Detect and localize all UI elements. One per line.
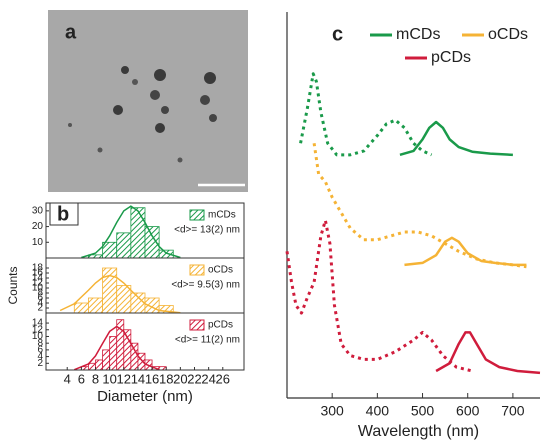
panel-label: a (65, 21, 77, 43)
hist-bar (131, 208, 145, 258)
legend-swatch (190, 320, 204, 330)
panel-label: b (57, 203, 69, 225)
x-tick-label: 10 (102, 371, 116, 386)
hist-bar (159, 367, 166, 370)
particle (155, 123, 165, 133)
x-tick-label: 600 (456, 403, 480, 419)
x-tick-label: 500 (411, 403, 435, 419)
x-tick-label: 26 (216, 371, 230, 386)
annotation: <d>= 11(2) nm (175, 335, 240, 346)
figure: a 102030mCDs<d>= 13(2) nmb24681012141618… (0, 0, 542, 440)
particle (113, 105, 123, 115)
legend-label: oCDs (488, 26, 528, 43)
x-tick-label: 24 (201, 371, 215, 386)
hist-bar (103, 350, 110, 370)
x-tick-label: 12 (117, 371, 131, 386)
x-tick-label: 18 (159, 371, 173, 386)
emission-line (400, 122, 513, 155)
hist-bar (88, 298, 102, 313)
hist-bar (88, 363, 95, 370)
x-tick-label: 16 (145, 371, 159, 386)
legend-label: mCDs (396, 26, 440, 43)
x-tick-label: 6 (78, 371, 85, 386)
particle (150, 90, 160, 100)
legend-label: oCDs (208, 265, 233, 276)
particle (209, 114, 217, 122)
x-tick-label: 14 (131, 371, 145, 386)
x-tick-label: 8 (92, 371, 99, 386)
legend-label: mCDs (208, 210, 236, 221)
annotation: <d>= 13(2) nm (174, 225, 240, 236)
particle (98, 148, 103, 153)
hist-bar (96, 360, 103, 370)
hist-bar (138, 353, 145, 370)
particle (204, 72, 216, 84)
hist-bar (124, 330, 131, 370)
x-tick-label: 20 (173, 371, 187, 386)
x-tick-label: 22 (187, 371, 201, 386)
particle (154, 69, 166, 81)
x-tick-label: 300 (320, 403, 344, 419)
y-tick-label: 30 (32, 205, 44, 216)
y-tick-label: 18 (32, 263, 44, 274)
particle (121, 66, 129, 74)
legend-label: pCDs (208, 320, 233, 331)
hist-bar (110, 336, 117, 370)
x-tick-label: 700 (501, 403, 525, 419)
particle (178, 158, 183, 163)
particle (161, 106, 169, 114)
tem-image: a (48, 10, 248, 192)
panel-label: c (332, 23, 343, 45)
x-tick-label: 400 (366, 403, 390, 419)
absorption-line (301, 74, 432, 155)
x-tick-label: 4 (64, 371, 71, 386)
x-axis-label: Wavelength (nm) (358, 423, 479, 440)
hist-bar (131, 343, 138, 370)
annotation: <d>= 9.5(3) nm (171, 280, 240, 291)
hist-bar (117, 233, 131, 258)
legend-swatch (190, 265, 204, 275)
particle (200, 95, 210, 105)
y-tick-label: 14 (32, 318, 44, 329)
y-axis-label: Counts (6, 266, 20, 304)
particle (132, 79, 138, 85)
legend-swatch (190, 210, 204, 220)
absorption-line (314, 143, 526, 267)
legend-label: pCDs (431, 49, 471, 66)
emission-line (404, 238, 526, 265)
image-background (48, 10, 248, 192)
hist-bar (74, 303, 88, 313)
x-axis-label: Diameter (nm) (97, 388, 193, 405)
hist-bar (117, 286, 131, 314)
emission-line (436, 332, 540, 373)
y-tick-label: 20 (32, 221, 44, 232)
particle (68, 123, 72, 127)
y-tick-label: 10 (32, 237, 44, 248)
